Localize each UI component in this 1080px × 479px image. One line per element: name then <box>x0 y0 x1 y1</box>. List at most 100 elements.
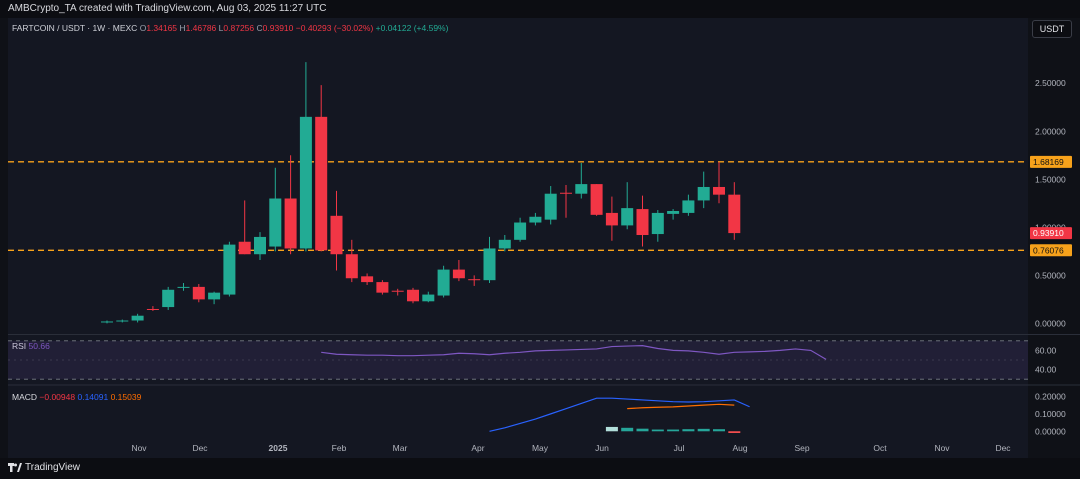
close-label: C <box>256 23 263 33</box>
macd-histogram-bar <box>713 429 725 432</box>
candle-down <box>590 184 603 215</box>
candle-down <box>192 286 205 300</box>
candle-up <box>131 315 144 321</box>
candle-down <box>361 276 374 283</box>
tradingview-logo: TradingView <box>8 462 80 473</box>
macd-histogram-bar <box>605 426 618 432</box>
candle-down <box>605 212 618 226</box>
rsi-title: RSI <box>12 341 26 351</box>
high-label: H <box>179 23 186 33</box>
candle-up <box>208 292 221 300</box>
rsi-legend: RSI 50.66 <box>12 341 50 351</box>
candle-up <box>483 248 496 281</box>
tradingview-icon <box>8 462 22 473</box>
time-axis-label: Jul <box>674 443 685 453</box>
tradingview-wordmark: TradingView <box>25 462 81 473</box>
macd-title: MACD <box>12 392 38 402</box>
currency-button[interactable]: USDT <box>1032 20 1072 38</box>
macd-line <box>489 397 750 432</box>
macd-histogram-bar <box>636 428 649 432</box>
macd-histogram-bar <box>651 429 664 432</box>
top-bar: AMBCrypto_TA created with TradingView.co… <box>0 0 1080 18</box>
candle-up <box>422 294 435 302</box>
price-tick-label: 2.00000 <box>1035 126 1066 136</box>
macd-signal-value: 0.15039 <box>110 392 142 402</box>
close-value: 0.93910 <box>262 23 294 33</box>
macd-signal-line <box>627 403 735 410</box>
open-value: 1.34165 <box>146 23 178 33</box>
open-label: O <box>139 23 147 33</box>
change-value: −0.40293 (−30.02%) <box>295 23 374 33</box>
candle-up <box>514 222 527 240</box>
low-value: 0.87256 <box>223 23 255 33</box>
level-price-label: 1.68169 <box>1033 157 1064 167</box>
candle-up <box>223 244 236 295</box>
price-tick-label: 2.50000 <box>1035 78 1066 88</box>
candle-up <box>667 210 680 214</box>
level-price-tag <box>1030 244 1072 257</box>
time-axis-label: Feb <box>332 443 347 453</box>
candle-down <box>345 254 358 279</box>
candle-up <box>651 212 664 235</box>
candle-down <box>376 282 389 293</box>
candle-up <box>697 186 710 201</box>
candle-down <box>728 194 741 234</box>
macd-histogram-bar <box>697 428 710 432</box>
price-tick-label: 0.50000 <box>1035 270 1066 280</box>
low-label: L <box>218 23 224 33</box>
candle-up <box>116 320 129 322</box>
time-axis-label: 2025 <box>269 443 288 453</box>
rsi-line <box>321 344 827 360</box>
rsi-tick-label: 60.00 <box>1035 345 1057 355</box>
candle-up <box>269 198 282 247</box>
symbol-legend: FARTCOIN / USDT · 1W · MEXC O1.34165 H1.… <box>12 23 448 33</box>
candle-down <box>391 290 404 292</box>
candle-up <box>437 269 450 296</box>
macd-tick-label: 0.20000 <box>1035 391 1066 401</box>
secondary-change: +0.04122 (+4.59%) <box>375 23 449 33</box>
time-axis-label: Oct <box>873 443 887 453</box>
candle-down <box>330 215 343 255</box>
candle-up <box>529 216 542 223</box>
candle-up <box>682 200 695 213</box>
time-axis-label: Dec <box>192 443 208 453</box>
candle-down <box>468 279 481 281</box>
time-axis-label: May <box>532 443 549 453</box>
macd-legend: MACD −0.00948 0.14091 0.15039 <box>12 392 141 402</box>
time-axis-label: Nov <box>934 443 950 453</box>
candle-up <box>101 321 113 323</box>
footer-bar <box>0 458 1080 479</box>
candle-down <box>560 192 572 194</box>
level-price-label: 0.76076 <box>1033 245 1064 255</box>
candle-up <box>621 208 634 226</box>
time-axis-label: Aug <box>732 443 747 453</box>
time-axis-label: Apr <box>471 443 484 453</box>
macd-histogram-bar <box>621 427 634 432</box>
candle-up <box>162 289 175 308</box>
chart-credit: AMBCrypto_TA created with TradingView.co… <box>8 3 327 14</box>
candle-down <box>284 198 297 249</box>
level-price-tag <box>1030 155 1072 168</box>
time-axis-label: Sep <box>794 443 809 453</box>
candle-down <box>238 241 251 255</box>
price-tick-label: 0.00000 <box>1035 318 1066 328</box>
time-axis-label: Dec <box>995 443 1011 453</box>
macd-histogram-value: −0.00948 <box>39 392 76 402</box>
rsi-tick-label: 40.00 <box>1035 365 1057 375</box>
candle-up <box>254 236 266 255</box>
macd-tick-label: 0.10000 <box>1035 409 1066 419</box>
macd-line-value: 0.14091 <box>77 392 109 402</box>
last-price-tag <box>1030 227 1072 240</box>
rsi-value: 50.66 <box>29 341 50 351</box>
candle-up <box>498 239 511 249</box>
time-axis-label: Mar <box>393 443 408 453</box>
candle-down <box>452 269 465 279</box>
time-axis-label: Jun <box>595 443 609 453</box>
macd-tick-label: 0.00000 <box>1035 426 1066 436</box>
candle-down <box>636 209 649 236</box>
candle-down <box>146 308 159 310</box>
candle-up <box>544 193 557 220</box>
candle-down <box>713 186 725 195</box>
time-axis-label: Nov <box>131 443 147 453</box>
